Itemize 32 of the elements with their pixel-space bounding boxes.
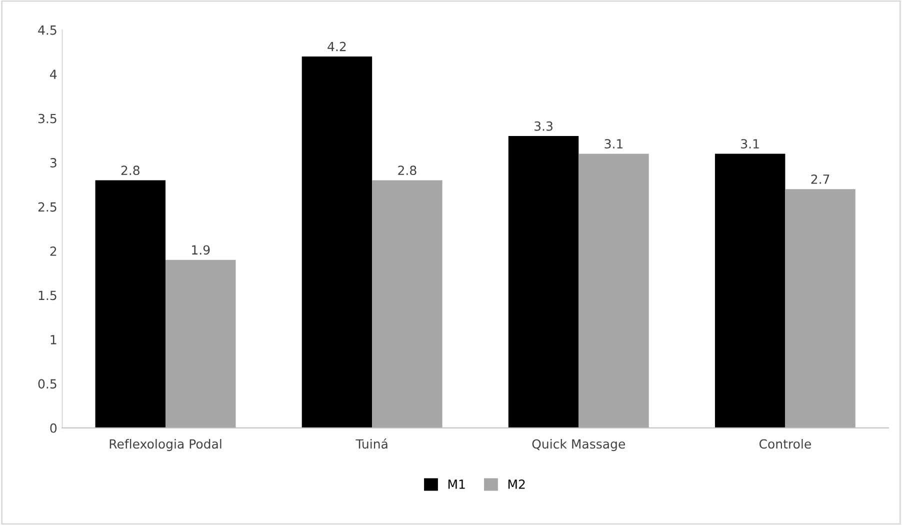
- bar: [166, 260, 236, 428]
- bar: [508, 136, 579, 428]
- legend-label: M2: [508, 480, 525, 489]
- x-tick-label: Quick Massage: [532, 438, 626, 452]
- data-label: 3.1: [741, 139, 759, 149]
- data-label: 3.3: [534, 121, 552, 131]
- y-tick-label: 3: [50, 158, 56, 168]
- bar: [578, 154, 649, 428]
- bar: [95, 180, 166, 428]
- y-tick-label: 2: [50, 246, 56, 256]
- y-tick-label: 2.5: [38, 202, 56, 212]
- data-label: 2.8: [398, 166, 416, 176]
- x-tick-label: Reflexologia Podal: [110, 438, 222, 452]
- bar: [714, 154, 786, 428]
- bar: [785, 189, 856, 428]
- x-tick-label: Tuiná: [356, 438, 388, 449]
- y-tick-label: 1.5: [38, 290, 56, 300]
- legend-label: M1: [448, 480, 465, 489]
- data-label: 2.8: [121, 166, 140, 176]
- bar: [302, 56, 372, 428]
- y-tick-label: 3.5: [38, 114, 56, 124]
- data-label: 1.9: [192, 245, 210, 255]
- y-tick-label: 4.5: [38, 26, 56, 35]
- data-label: 3.1: [604, 139, 623, 149]
- y-tick-label: 1: [50, 335, 56, 344]
- bar: [372, 180, 442, 428]
- data-label: 4.2: [328, 42, 346, 52]
- data-label: 2.7: [811, 174, 830, 184]
- y-tick-label: 4: [50, 70, 57, 79]
- y-tick-label: 0.5: [38, 379, 56, 389]
- y-tick-label: 0: [50, 423, 57, 433]
- x-tick-label: Controle: [759, 438, 811, 449]
